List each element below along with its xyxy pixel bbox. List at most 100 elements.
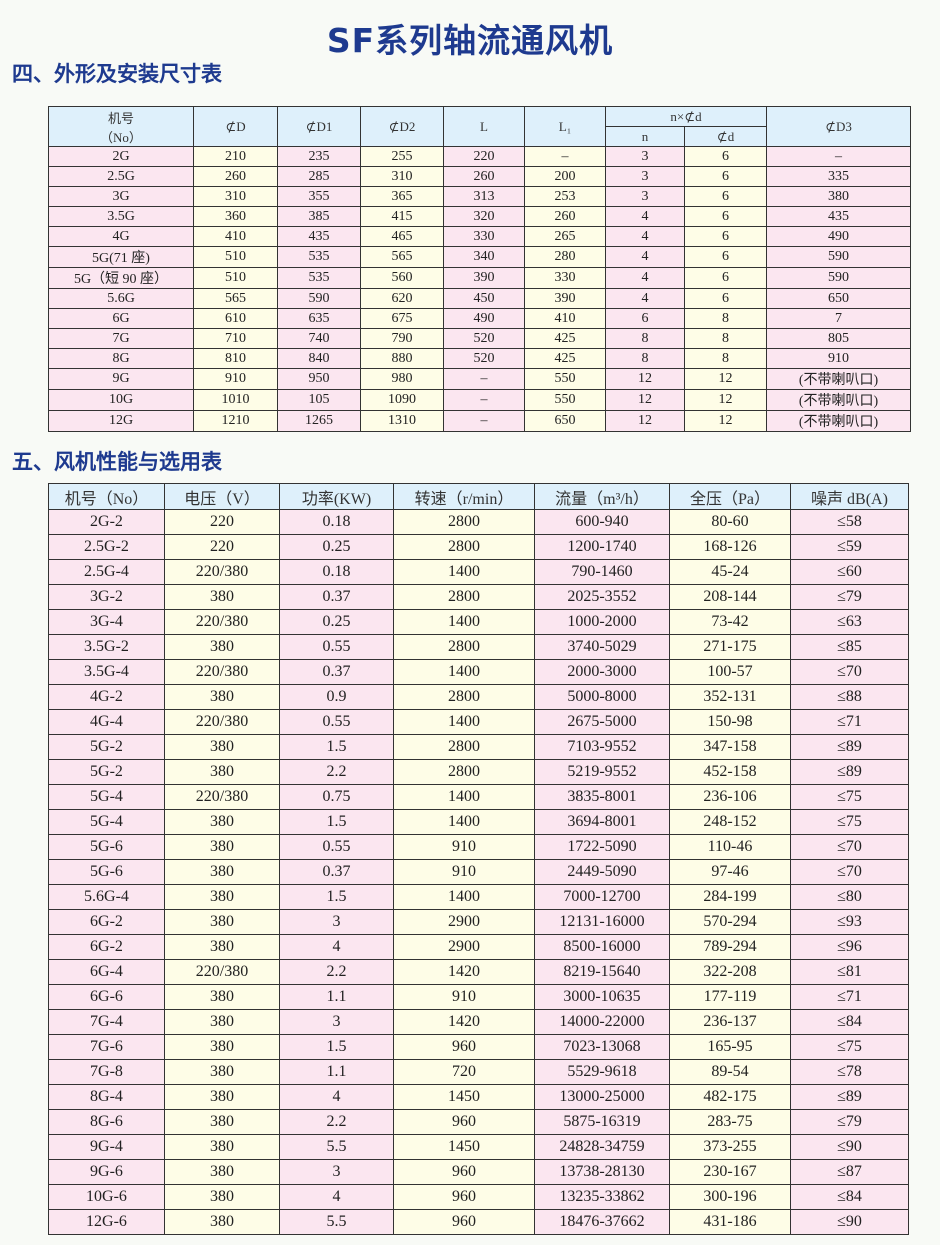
table-row: 5G(71 座) 510 535 565 340 280 4 6 590 <box>48 246 912 268</box>
table-cell: 452-158 <box>669 759 791 785</box>
table-cell: ≤79 <box>790 584 909 610</box>
table-row: 5.6G 565 590 620 450 390 4 6 650 <box>48 288 912 309</box>
table-cell: 2.2 <box>279 1109 394 1135</box>
table-cell: ≤71 <box>790 984 909 1010</box>
table-cell: 2800 <box>393 759 535 785</box>
table-cell: 177-119 <box>669 984 791 1010</box>
header-d: ⊄D <box>193 106 278 147</box>
table-cell: 3740-5029 <box>534 634 670 660</box>
table-cell: 380 <box>164 1159 280 1185</box>
table-cell: 2.2 <box>279 759 394 785</box>
table-row: 7G-8 380 1.1 720 5529-9618 89-54 ≤78 <box>48 1059 909 1085</box>
table-cell: 610 <box>193 308 278 329</box>
header-n: n <box>605 126 685 147</box>
table-cell: 7G-8 <box>48 1059 165 1085</box>
table-cell: 7000-12700 <box>534 884 670 910</box>
table-cell: 5.5 <box>279 1134 394 1160</box>
section-heading-performance: 五、风机性能与选用表 <box>12 450 222 474</box>
table-cell: 6 <box>683 206 768 227</box>
table-cell: 960 <box>393 1159 535 1185</box>
table-row: 2.5G-2 220 0.25 2800 1200-1740 168-126 ≤59 <box>48 534 909 560</box>
table-cell: 1.5 <box>279 734 394 760</box>
table-cell: 210 <box>193 146 278 167</box>
table-cell: 3 <box>279 1009 394 1035</box>
table-cell: 2.5G-4 <box>48 559 165 585</box>
table-row: 12G 1210 1265 1310–650 12 12 (不带喇叭口) <box>48 410 912 432</box>
column-header: 电压（V） <box>164 483 280 510</box>
table-cell: 2.5G <box>48 166 194 187</box>
table-cell: 8500-16000 <box>534 934 670 960</box>
table-cell: 4G-2 <box>48 684 165 710</box>
table-cell: 2800 <box>393 509 535 535</box>
header-n-x-d: n×⊄d <box>604 106 768 127</box>
table-row: 8G-6 380 2.2 960 5875-16319 283-75 ≤79 <box>48 1109 909 1135</box>
table-row: 3.5G 360 385 415 320 260 4 6 435 <box>48 206 912 227</box>
table-cell: 960 <box>393 1109 535 1135</box>
table-row: 6G-4 220/380 2.2 1420 8219-15640 322-208 ≤81 <box>48 959 909 985</box>
table-cell: 380 <box>164 1034 280 1060</box>
table-cell: 590 <box>766 246 912 268</box>
table-cell: ≤84 <box>790 1009 909 1035</box>
table-cell: 5G(71 座) <box>48 246 194 268</box>
table-cell: 740 <box>277 328 361 349</box>
table-cell: 300-196 <box>669 1184 791 1210</box>
table-cell: 13738-28130 <box>534 1159 670 1185</box>
header-l: L <box>443 106 525 147</box>
table-cell: 790-1460 <box>534 559 670 585</box>
table-cell: ≤90 <box>790 1209 909 1235</box>
table-cell: ≤93 <box>790 909 909 935</box>
table-cell: 0.55 <box>279 834 394 860</box>
table-cell: 5G-6 <box>48 859 165 885</box>
table-cell: 9G-4 <box>48 1134 165 1160</box>
table-cell: 1722-5090 <box>534 834 670 860</box>
table-cell: 435 <box>277 226 361 247</box>
table-cell: 790 <box>360 328 444 349</box>
table-cell: 0.25 <box>279 534 394 560</box>
table-row: 3.5G-4 220/380 0.37 1400 2000-3000 100-57 ≤70 <box>48 659 909 685</box>
table-cell: 2800 <box>393 634 535 660</box>
table-cell: 5G-2 <box>48 759 165 785</box>
table-cell: 6 <box>683 146 768 167</box>
table-cell: 1400 <box>393 609 535 635</box>
table-cell: 590 <box>766 267 912 289</box>
table-row: 4G-4 220/380 0.55 1400 2675-5000 150-98 ≤71 <box>48 709 909 735</box>
table-cell: 3 <box>279 909 394 935</box>
table-row: 5G-2 380 1.5 2800 7103-9552 347-158 ≤89 <box>48 734 909 760</box>
table-cell: 100-57 <box>669 659 791 685</box>
table-cell: 1010 <box>193 389 278 411</box>
table-cell: 1000-2000 <box>534 609 670 635</box>
table-row: 4G-2 380 0.9 2800 5000-8000 352-131 ≤88 <box>48 684 909 710</box>
table-cell: 5875-16319 <box>534 1109 670 1135</box>
table-cell: 4 <box>605 267 685 289</box>
table-cell: 4 <box>605 246 685 268</box>
table-cell: 960 <box>393 1209 535 1235</box>
table-cell: – <box>443 389 525 411</box>
table-cell: 3.5G-2 <box>48 634 165 660</box>
table-cell: 3.5G-4 <box>48 659 165 685</box>
table-cell: 910 <box>393 859 535 885</box>
table-cell: – <box>443 368 525 390</box>
section-heading-dimensions: 四、外形及安装尺寸表 <box>12 62 222 86</box>
table-cell: 0.37 <box>279 584 394 610</box>
table-cell: 1090 <box>360 389 444 411</box>
table-cell: 560 <box>360 267 444 289</box>
table-cell: 2.2 <box>279 959 394 985</box>
table-row: 12G-6 380 5.5 960 18476-37662 431-186 ≤90 <box>48 1209 909 1235</box>
table-cell: 12 <box>683 389 768 411</box>
header-no-line1: 机号 <box>107 110 134 126</box>
table-cell: 260 <box>443 166 525 187</box>
table-cell: 105 <box>277 389 361 411</box>
table-cell: 12 <box>683 368 768 390</box>
table-cell: 6 <box>683 267 768 289</box>
table-cell: 110-46 <box>669 834 791 860</box>
table-cell: 2025-3552 <box>534 584 670 610</box>
table-cell: 4 <box>605 226 685 247</box>
table-cell: 5000-8000 <box>534 684 670 710</box>
table-cell: 9G-6 <box>48 1159 165 1185</box>
table-cell: 2900 <box>393 934 535 960</box>
table-cell: 2800 <box>393 734 535 760</box>
table-cell: 6G-4 <box>48 959 165 985</box>
table-cell: 220 <box>164 509 280 535</box>
table-cell: 220/380 <box>164 609 280 635</box>
table-cell: 1.1 <box>279 1059 394 1085</box>
